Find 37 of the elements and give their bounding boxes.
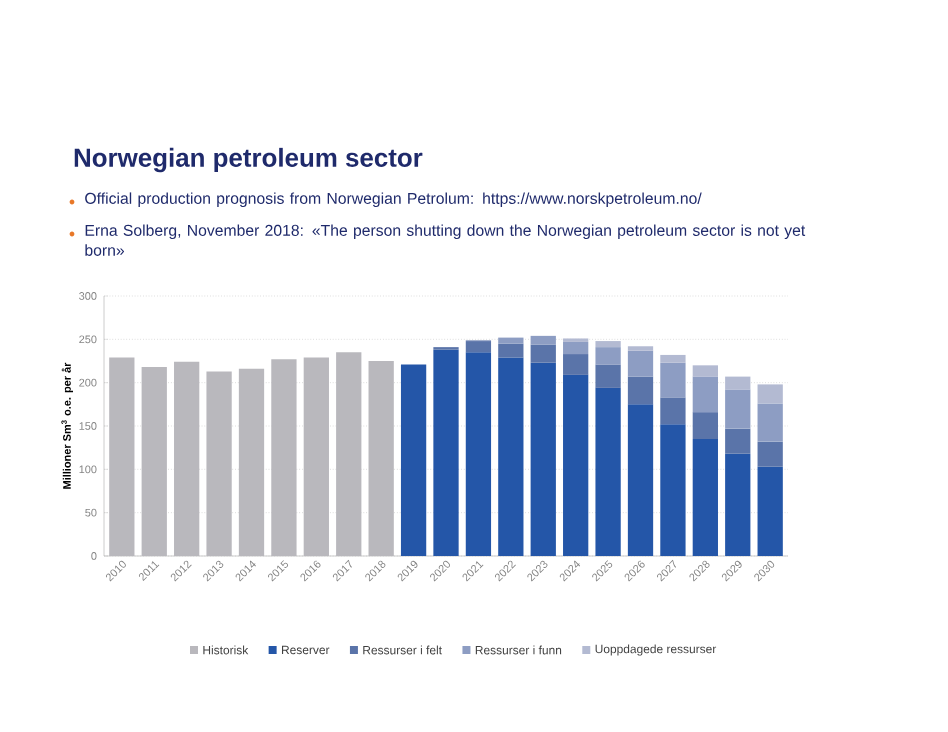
bar: [660, 354, 686, 363]
bar: [465, 352, 492, 556]
bar: [757, 403, 783, 442]
bar: [563, 374, 589, 556]
bar: [563, 354, 589, 375]
bar: [498, 357, 524, 556]
bar: [725, 453, 751, 556]
bar: [400, 364, 427, 556]
bar: [692, 439, 718, 556]
bar: [595, 387, 621, 556]
bar: [660, 424, 686, 556]
bar: [725, 389, 751, 429]
bar: [627, 404, 654, 556]
chart-title: Norwegian petroleum sector: [74, 147, 423, 173]
bar: [498, 337, 524, 344]
bar: [660, 397, 686, 425]
bar: [692, 412, 718, 439]
bar: [595, 341, 621, 348]
bar: [530, 362, 556, 556]
bar: [757, 466, 783, 556]
bar: [563, 341, 589, 355]
bar: [692, 365, 718, 377]
bar: [725, 428, 751, 454]
bar: [595, 364, 621, 388]
bar: [627, 376, 654, 405]
bar: [530, 335, 556, 345]
bar: [757, 441, 783, 467]
bar: [757, 384, 783, 404]
bar: [725, 376, 751, 390]
bar: [530, 344, 556, 363]
bar: [465, 341, 492, 353]
bar: [692, 376, 718, 413]
bar: [660, 362, 686, 398]
bar: [498, 343, 524, 358]
bar: [595, 347, 621, 365]
bar: [433, 349, 459, 556]
bar: [627, 350, 654, 377]
